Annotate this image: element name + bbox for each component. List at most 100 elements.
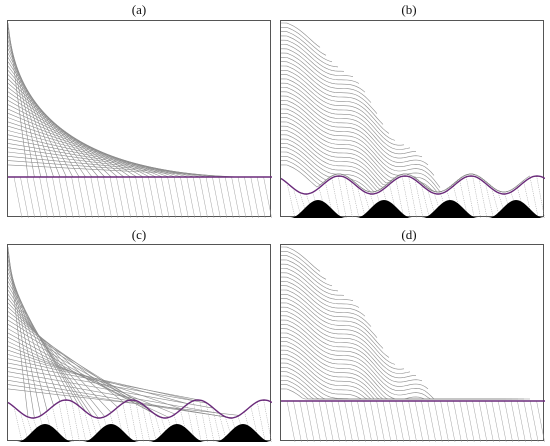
panel-b [280,20,545,218]
refracted-ray [414,400,424,442]
guide-line [281,52,366,93]
guide-line [281,251,327,280]
guide-line [281,315,423,383]
refracted-ray [504,400,513,442]
refracted-ray [363,400,373,442]
refracted-ray [408,400,417,442]
guide-line [281,306,411,374]
refracted-ray [64,399,74,442]
refracted-ray [77,405,87,442]
refracted-ray [497,400,507,442]
refracted-ray [331,177,341,218]
guide-line [281,87,417,155]
refracted-ray [186,176,196,218]
refracted-ray [472,400,481,442]
refracted-ray [256,401,266,442]
refracted-ray [173,176,183,218]
guide-line [281,285,378,338]
guide-line [281,35,339,68]
refracted-ray [90,176,100,218]
bottom-bump [488,200,544,218]
refracted-ray [401,176,411,218]
refracted-ray [96,176,106,218]
refracted-ray [401,400,411,442]
guide-line [8,48,67,178]
panel-c-drawing [8,246,272,442]
panel-c [7,244,272,442]
guide-line [281,276,366,317]
guide-line [281,324,435,400]
refracted-ray [263,176,272,218]
guide-line [8,164,240,178]
refracted-ray [299,400,309,442]
guide-line [281,61,378,114]
refracted-ray [250,406,260,442]
guide-line [281,289,384,349]
refracted-ray [199,400,208,442]
bottom-bump [422,200,478,218]
guide-line [281,100,435,176]
guide-line [281,281,372,327]
refracted-ray [103,176,112,218]
refracted-ray [465,176,475,218]
guide-line [281,44,354,77]
refracted-ray [517,400,526,442]
bottom-bump [83,424,139,442]
guide-line [8,367,208,404]
guide-line [281,104,441,188]
guide-line [8,319,137,402]
refracted-ray [148,176,157,218]
guide-line [281,39,345,72]
refracted-ray [58,401,68,442]
guide-line [281,311,417,379]
guide-line [281,31,333,63]
refracted-ray [510,400,520,442]
refracted-ray [205,176,215,218]
guide-line [8,52,74,178]
guide-line [281,319,429,390]
refracted-ray [205,402,215,442]
refracted-ray [395,179,405,218]
guide-line [8,40,54,178]
refracted-ray [491,400,501,442]
refracted-ray [224,176,234,218]
bottom-bump [149,424,205,442]
guide-line [8,65,93,178]
refracted-ray [446,400,456,442]
guide-line [281,48,360,84]
guide-line [8,380,227,418]
refracted-ray [116,176,125,218]
guide-line [281,74,396,141]
refracted-ray [250,176,260,218]
guide-line [8,276,74,402]
refracted-ray [212,407,221,442]
bottom-bump [17,424,73,442]
panel-label-c: (c) [131,227,147,242]
refracted-ray [293,400,302,442]
guide-line [281,384,524,400]
guide-line [281,263,345,296]
guide-line [281,293,390,358]
refracted-ray [459,400,469,442]
refracted-ray [389,400,398,442]
refracted-ray [325,400,334,442]
refracted-ray [331,400,341,442]
refracted-ray [135,400,144,442]
guide-line [8,302,112,413]
refracted-ray [529,400,539,442]
refracted-ray [523,400,533,442]
refracted-ray [293,188,302,218]
refracted-ray [128,176,138,218]
refracted-ray [71,176,80,218]
bottom-bump [290,200,346,218]
guide-line [8,57,80,178]
refracted-ray [408,176,417,218]
bottom-bump [356,200,412,218]
refracted-ray [199,176,208,218]
guide-line [281,358,485,400]
refracted-ray [536,400,545,442]
refracted-ray [369,400,379,442]
refracted-ray [305,400,315,442]
refracted-ray [529,177,539,218]
guide-line [281,91,423,159]
